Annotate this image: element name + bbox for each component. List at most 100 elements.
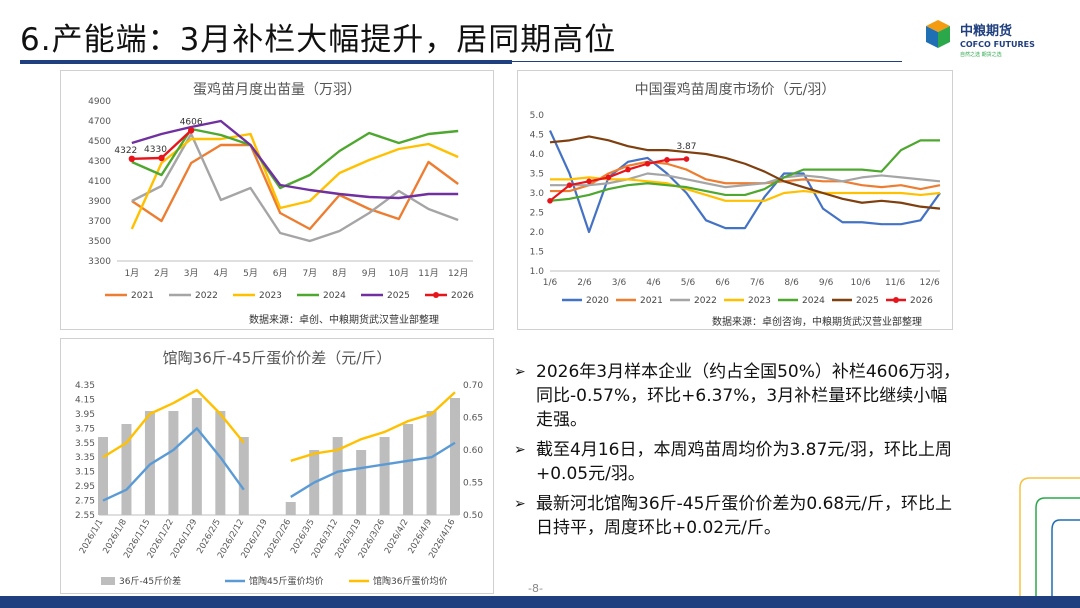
chart2-x-tick: 7/6 xyxy=(750,278,765,288)
chart2-x-tick: 8/6 xyxy=(784,278,799,288)
chart1-x-tick: 3月 xyxy=(184,268,199,279)
chart2-data-label: 3.87 xyxy=(676,142,696,152)
chart2-point-2026 xyxy=(547,198,553,204)
chart1-x-tick: 10月 xyxy=(389,268,409,279)
chart1-data-label: 4322 xyxy=(114,146,137,156)
chart1-x-tick: 11月 xyxy=(418,268,438,279)
chart1-point-2026 xyxy=(128,155,136,162)
chart1-svg: 3300 3500 3700 3900 4100 4300 4500 4700 4900 1月 2月… xyxy=(88,97,474,301)
bottom-bar xyxy=(0,596,1080,608)
chart1-y-tick: 4700 xyxy=(88,117,111,127)
chart1-x-tick: 5月 xyxy=(243,268,258,279)
chart2-series-2025 xyxy=(549,135,941,210)
chart1-legend-label: 2021 xyxy=(131,291,154,301)
chart2-y-tick: 2.0 xyxy=(530,228,545,238)
logo-en: COFCO FUTURES xyxy=(960,40,1035,49)
chart3-y-tick: 3.75 xyxy=(75,424,95,434)
chart3-y2-tick: 0.55 xyxy=(463,479,483,489)
chart3-bar xyxy=(426,411,437,515)
chart2-point-2026 xyxy=(644,160,651,167)
chart1-series-2024 xyxy=(131,127,459,190)
chart2-x-tick: 5/6 xyxy=(681,278,696,288)
bullet-3-text: 最新河北馆陶36斤-45斤蛋价价差为0.68元/斤，环比上日持平，周度环比+0.… xyxy=(536,494,952,538)
logo-tag: 自然之选 期货之选 xyxy=(960,51,1002,58)
chart2-y-tick: 4.5 xyxy=(530,131,544,141)
chart3-y-tick: 2.55 xyxy=(75,511,95,521)
logo-mark-icon xyxy=(926,20,950,48)
page-title: 6.产能端：3月补栏大幅提升，居同期高位 xyxy=(20,22,617,58)
chart2-x-tick: 3/6 xyxy=(612,278,627,288)
chart1-legend-marker xyxy=(433,292,439,298)
chart2-y-tick: 3.0 xyxy=(530,189,545,199)
chart2-point-2026 xyxy=(664,157,670,163)
chart1-series-2023 xyxy=(130,132,459,230)
bullet-1: ➢ 2026年3月样本企业（约占全国50%）补栏4606万羽，同比-0.57%，… xyxy=(514,360,964,432)
chart2-y-tick: 2.5 xyxy=(530,209,544,219)
chart2-y-tick: 4.0 xyxy=(530,150,545,160)
chart1-x-tick: 1月 xyxy=(124,268,139,279)
chart1-x-tick: 9月 xyxy=(362,268,377,279)
chart1-x-tick: 8月 xyxy=(332,268,347,279)
chart1-x-tick: 6月 xyxy=(273,268,288,279)
chart1-legend-label: 2023 xyxy=(259,291,282,301)
chart3-y2-tick: 0.70 xyxy=(463,381,483,391)
chart2-x-tick: 11/6 xyxy=(885,278,905,288)
chart2-panel: 中国蛋鸡苗周度市场价（元/羽） 1.0 1.5 2.0 2.5 3.0 3.5 4.0 4.5… xyxy=(517,70,953,330)
logo-cn: 中粮期货 xyxy=(960,23,1012,39)
title-underline xyxy=(20,60,512,64)
chart1-panel: 蛋鸡苗月度出苗量（万羽） 3300 3500 3700 3900 4100 4300 450… xyxy=(60,70,494,330)
chart2-source: 数据来源：卓创咨询，中粮期货武汉营业部整理 xyxy=(712,317,922,328)
chart2-point-2026 xyxy=(683,156,690,162)
chart2-legend-label: 2026 xyxy=(910,296,933,306)
chart2-svg: 1.0 1.5 2.0 2.5 3.0 3.5 4.0 4.5 5.0 1/6 2/6 3/6 4/6 5… xyxy=(530,111,941,306)
chart2-point-2026 xyxy=(566,182,573,188)
chart1-x-tick: 12月 xyxy=(448,268,468,279)
corner-decoration xyxy=(1019,477,1080,596)
chart3-bar xyxy=(168,411,179,515)
chart1-data-label: 4606 xyxy=(180,117,203,127)
chart2-y-tick: 1.0 xyxy=(530,267,545,277)
chart2-point-2026 xyxy=(625,166,631,173)
chart2-x-tick: 6/6 xyxy=(715,278,730,288)
chart1-y-tick: 3900 xyxy=(88,197,111,207)
bullet-arrow-icon: ➢ xyxy=(514,496,526,512)
chart3-bar xyxy=(144,411,155,515)
chart3-bar xyxy=(450,398,460,515)
chart3-bar xyxy=(285,502,296,515)
chart2-legend-label: 2025 xyxy=(856,296,879,306)
chart3-series-2 xyxy=(102,388,245,459)
chart3-y-tick: 4.15 xyxy=(75,395,95,405)
chart1-y-tick: 4500 xyxy=(88,137,111,147)
chart3-y-tick: 3.15 xyxy=(75,468,95,478)
chart2-series-2026 xyxy=(549,157,687,202)
chart1-legend-label: 2024 xyxy=(323,291,346,301)
chart1-point-2026 xyxy=(158,154,165,162)
chart3-y2-tick: 0.65 xyxy=(463,414,483,424)
chart1-x-tick: 7月 xyxy=(302,268,317,279)
chart3-series-1 xyxy=(102,427,245,502)
chart2-x-tick: 2/6 xyxy=(577,278,592,288)
chart1-y-tick: 3700 xyxy=(88,217,111,227)
chart3-y-tick: 3.95 xyxy=(75,410,95,420)
bullet-arrow-icon: ➢ xyxy=(514,364,526,380)
chart3-y2-tick: 0.60 xyxy=(463,446,483,456)
chart1-y-tick: 3300 xyxy=(88,257,111,267)
chart3-series-2 xyxy=(290,391,456,462)
chart3-y-tick: 3.35 xyxy=(75,453,95,463)
chart3-legend-label: 36斤-45斤价差 xyxy=(119,575,181,587)
chart3-y-tick: 2.95 xyxy=(75,482,95,492)
bullet-1-text: 2026年3月样本企业（约占全国50%）补栏4606万羽，同比-0.57%，环比… xyxy=(536,362,961,430)
chart2-legend-label: 2022 xyxy=(694,296,717,306)
chart2-series-2024 xyxy=(549,139,940,202)
chart2-point-2026 xyxy=(605,174,612,181)
chart2-legend-label: 2024 xyxy=(802,296,825,306)
chart2-x-tick: 9/6 xyxy=(819,278,834,288)
cofco-logo: 中粮期货 COFCO FUTURES 自然之选 期货之选 xyxy=(926,20,1035,58)
chart3-y-tick: 3.55 xyxy=(75,439,95,449)
chart3-bar xyxy=(379,437,390,515)
chart3-panel: 馆陶36斤-45斤蛋价价差（元/斤） 2.55 2.75 2.95 3.15 3.35 3… xyxy=(60,338,494,594)
chart3-legend-swatch xyxy=(101,577,115,585)
chart1-source: 数据来源：卓创、中粮期货武汉营业部整理 xyxy=(249,315,439,326)
chart2-x-tick: 1/6 xyxy=(543,278,558,288)
chart2-title: 中国蛋鸡苗周度市场价（元/羽） xyxy=(634,82,836,98)
